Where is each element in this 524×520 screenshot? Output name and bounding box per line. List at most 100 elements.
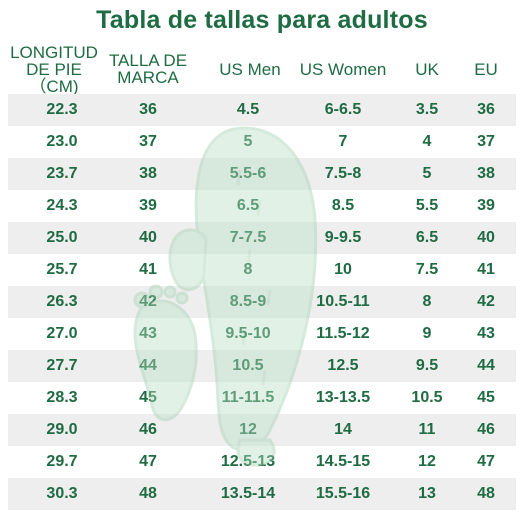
cell-brand-size: 46 bbox=[139, 421, 157, 438]
cell-uk: 5 bbox=[422, 165, 432, 182]
cell-brand-size: 38 bbox=[139, 165, 157, 182]
cell-brand-size: 37 bbox=[139, 133, 157, 150]
cell-us-men: 13.5-14 bbox=[220, 485, 276, 502]
table-row: 30.3 48 13.5-14 15.5-16 13 48 bbox=[8, 478, 516, 510]
cell-foot-length: 24.3 bbox=[46, 197, 78, 214]
cell-us-men: 11-11.5 bbox=[221, 389, 275, 406]
header-us-women: US Women bbox=[299, 59, 387, 79]
cell-uk: 13 bbox=[418, 485, 436, 502]
cell-eu: 46 bbox=[477, 421, 495, 438]
cell-brand-size: 40 bbox=[139, 229, 157, 246]
cell-us-men: 8 bbox=[243, 261, 253, 278]
header-brand-size: TALLA DE MARCA bbox=[108, 51, 188, 87]
table-header: LONGITUD DE PIE（CM) TALLA DE MARCA US Me… bbox=[0, 42, 524, 96]
cell-brand-size: 39 bbox=[139, 197, 157, 214]
cell-uk: 9.5 bbox=[415, 357, 439, 374]
cell-brand-size: 42 bbox=[139, 293, 157, 310]
header-us-men: US Men bbox=[219, 59, 281, 79]
cell-us-women: 11.5-12 bbox=[316, 325, 370, 342]
cell-brand-size: 41 bbox=[139, 261, 157, 278]
table-row: 23.7 38 5.5-6 7.5-8 5 38 bbox=[8, 158, 516, 190]
cell-us-men: 12.5-13 bbox=[220, 453, 276, 470]
header-uk: UK bbox=[415, 59, 439, 79]
cell-us-women: 7.5-8 bbox=[324, 165, 362, 182]
cell-uk: 12 bbox=[418, 453, 436, 470]
cell-brand-size: 48 bbox=[139, 485, 157, 502]
cell-foot-length: 30.3 bbox=[46, 485, 78, 502]
cell-us-women: 8.5 bbox=[331, 197, 355, 214]
cell-brand-size: 43 bbox=[139, 325, 157, 342]
cell-us-men: 5.5-6 bbox=[229, 165, 267, 182]
cell-us-women: 13-13.5 bbox=[315, 389, 371, 406]
cell-eu: 42 bbox=[477, 293, 495, 310]
cell-eu: 47 bbox=[477, 453, 495, 470]
cell-us-women: 14.5-15 bbox=[315, 453, 371, 470]
cell-uk: 10.5 bbox=[411, 389, 443, 406]
table-row: 29.0 46 12 14 11 46 bbox=[8, 414, 516, 446]
cell-us-women: 10.5-11 bbox=[316, 293, 370, 310]
cell-us-women: 14 bbox=[334, 421, 352, 438]
cell-us-men: 8.5-9 bbox=[229, 293, 267, 310]
cell-uk: 11 bbox=[418, 421, 436, 438]
cell-eu: 48 bbox=[477, 485, 495, 502]
table-row: 27.0 43 9.5-10 11.5-12 9 43 bbox=[8, 318, 516, 350]
table-row: 25.7 41 8 10 7.5 41 bbox=[8, 254, 516, 286]
cell-foot-length: 22.3 bbox=[46, 101, 78, 118]
cell-foot-length: 23.0 bbox=[46, 133, 78, 150]
cell-eu: 39 bbox=[477, 197, 495, 214]
cell-brand-size: 44 bbox=[139, 357, 157, 374]
cell-us-men: 7-7.5 bbox=[229, 229, 267, 246]
cell-us-women: 15.5-16 bbox=[315, 485, 371, 502]
cell-us-women: 9-9.5 bbox=[324, 229, 362, 246]
cell-foot-length: 27.7 bbox=[46, 357, 78, 374]
cell-foot-length: 29.0 bbox=[46, 421, 78, 438]
cell-uk: 8 bbox=[422, 293, 432, 310]
cell-eu: 37 bbox=[477, 133, 495, 150]
cell-uk: 9 bbox=[422, 325, 432, 342]
cell-us-men: 10.5 bbox=[232, 357, 264, 374]
table-row: 29.7 47 12.5-13 14.5-15 12 47 bbox=[8, 446, 516, 478]
table-row: 22.3 36 4.5 6-6.5 3.5 36 bbox=[8, 94, 516, 126]
cell-eu: 41 bbox=[477, 261, 495, 278]
cell-us-women: 12.5 bbox=[327, 357, 359, 374]
header-foot-length: LONGITUD DE PIE（CM) bbox=[10, 42, 98, 96]
cell-brand-size: 45 bbox=[139, 389, 157, 406]
cell-foot-length: 25.0 bbox=[46, 229, 78, 246]
cell-uk: 6.5 bbox=[415, 229, 439, 246]
table-row: 23.0 37 5 7 4 37 bbox=[8, 126, 516, 158]
table-row: 28.3 45 11-11.5 13-13.5 10.5 45 bbox=[8, 382, 516, 414]
cell-us-men: 4.5 bbox=[236, 101, 260, 118]
cell-foot-length: 25.7 bbox=[46, 261, 78, 278]
cell-uk: 5.5 bbox=[415, 197, 439, 214]
cell-us-men: 5 bbox=[243, 133, 253, 150]
cell-foot-length: 26.3 bbox=[46, 293, 78, 310]
cell-eu: 38 bbox=[477, 165, 495, 182]
cell-uk: 4 bbox=[422, 133, 432, 150]
cell-foot-length: 28.3 bbox=[46, 389, 78, 406]
cell-us-men: 9.5-10 bbox=[225, 325, 271, 342]
cell-us-women: 6-6.5 bbox=[324, 101, 362, 118]
cell-brand-size: 36 bbox=[139, 101, 157, 118]
page-title: Tabla de tallas para adultos bbox=[96, 6, 428, 34]
cell-us-women: 7 bbox=[338, 133, 348, 150]
cell-eu: 44 bbox=[477, 357, 495, 374]
size-table-body: 22.3 36 4.5 6-6.5 3.5 36 23.0 37 5 7 4 37 23.7 38 5.5-… bbox=[0, 94, 524, 510]
cell-eu: 40 bbox=[477, 229, 495, 246]
cell-us-men: 6.5 bbox=[236, 197, 260, 214]
cell-uk: 3.5 bbox=[415, 101, 439, 118]
cell-us-men: 12 bbox=[239, 421, 257, 438]
cell-foot-length: 23.7 bbox=[46, 165, 78, 182]
table-row: 25.0 40 7-7.5 9-9.5 6.5 40 bbox=[8, 222, 516, 254]
cell-us-women: 10 bbox=[334, 261, 352, 278]
table-row: 24.3 39 6.5 8.5 5.5 39 bbox=[8, 190, 516, 222]
header-eu: EU bbox=[474, 59, 498, 79]
cell-brand-size: 47 bbox=[139, 453, 157, 470]
table-row: 27.7 44 10.5 12.5 9.5 44 bbox=[8, 350, 516, 382]
cell-foot-length: 27.0 bbox=[46, 325, 78, 342]
table-row: 26.3 42 8.5-9 10.5-11 8 42 bbox=[8, 286, 516, 318]
cell-foot-length: 29.7 bbox=[46, 453, 78, 470]
cell-eu: 36 bbox=[477, 101, 495, 118]
cell-uk: 7.5 bbox=[415, 261, 439, 278]
cell-eu: 43 bbox=[477, 325, 495, 342]
cell-eu: 45 bbox=[477, 389, 495, 406]
